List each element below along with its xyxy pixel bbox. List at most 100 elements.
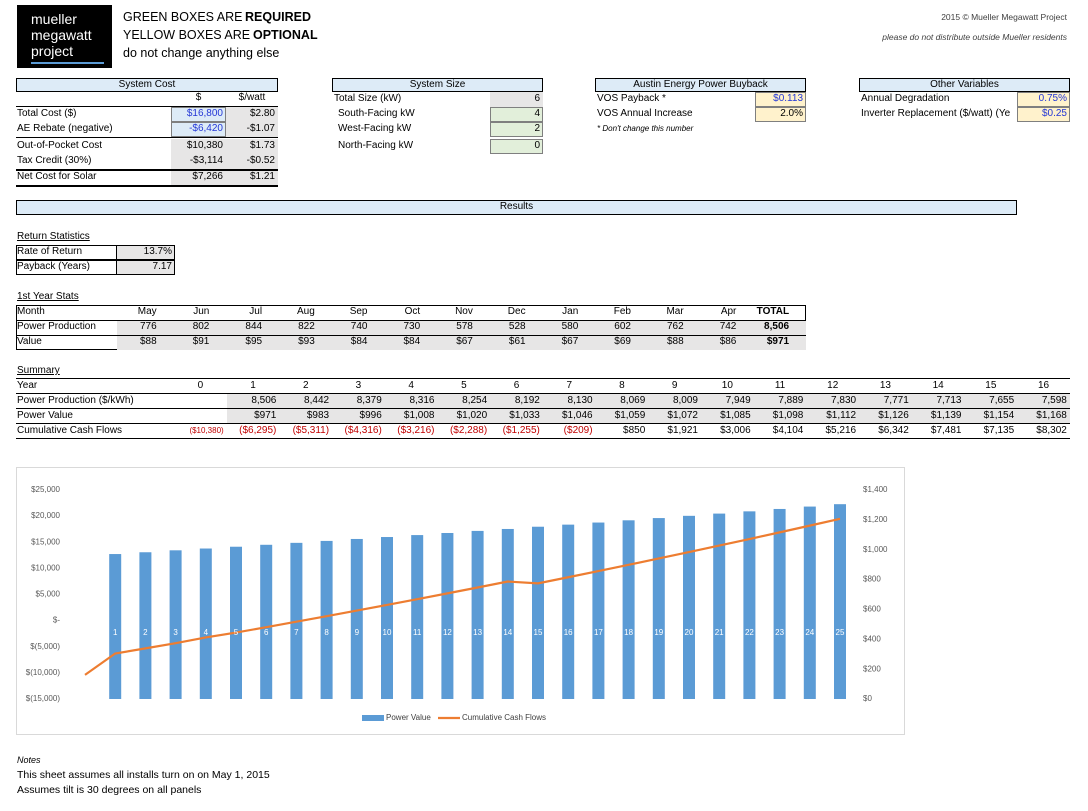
section-title: Austin Energy Power Buyback [633, 79, 768, 90]
month-value: $67 [456, 336, 473, 347]
cell-bg [171, 154, 226, 169]
rule [16, 169, 278, 171]
cell-bg [490, 122, 543, 137]
bar [683, 515, 695, 699]
buyback-value: 2.0% [780, 108, 803, 119]
year-header: 9 [671, 380, 678, 391]
row-label: VOS Payback * [597, 93, 666, 104]
year-header: 10 [721, 380, 733, 391]
cell-border [16, 245, 117, 260]
row-label: AE Rebate (negative) [17, 123, 113, 134]
cell-bg [490, 92, 543, 107]
x-tick-label: 4 [204, 628, 209, 637]
legend-label: Cumulative Cash Flows [462, 713, 546, 722]
row-label: Out-of-Pocket Cost [17, 140, 103, 151]
month-value: $91 [192, 336, 210, 347]
row-label: Power Value [17, 410, 73, 421]
size-value: 2 [534, 123, 540, 134]
summary-value: 8,316 [409, 395, 435, 406]
month-header: Jun [193, 306, 210, 317]
y-tick-label: $15,000 [31, 537, 60, 546]
cost-per-watt: $1.73 [249, 140, 275, 151]
cell-bg [1017, 92, 1070, 107]
rule [16, 106, 278, 107]
summary-value: 7,598 [1041, 395, 1067, 406]
x-tick-label: 21 [715, 628, 724, 637]
summary-value: $1,085 [720, 410, 751, 421]
variable-value: 0.75% [1038, 93, 1067, 104]
bar [501, 528, 514, 699]
summary-value: 7,830 [831, 395, 857, 406]
cell-bg [226, 139, 278, 154]
x-tick-label: 20 [685, 628, 694, 637]
summary-value: 7,949 [725, 395, 751, 406]
bar [260, 544, 273, 699]
summary-value: 7,655 [989, 395, 1015, 406]
row-label: Total Cost ($) [17, 108, 77, 119]
year-header: 5 [461, 380, 467, 391]
footnote: * Don't change this number [597, 124, 694, 133]
summary-value: $1,168 [1036, 410, 1067, 421]
year-header: 11 [774, 380, 786, 391]
month-value: $88 [667, 336, 684, 347]
summary-value: $1,072 [667, 410, 698, 421]
bar [713, 513, 726, 699]
summary-value: 8,254 [462, 395, 488, 406]
cost-value: $16,800 [186, 108, 223, 119]
year-header: 3 [355, 380, 362, 391]
y2-tick-label: $400 [863, 634, 881, 643]
summary-value: ($1,255) [502, 425, 540, 436]
bar [350, 538, 363, 699]
row-label: Rate of Return [17, 246, 83, 257]
summary-value: 8,069 [620, 395, 646, 406]
cell-bg [226, 170, 278, 185]
column-header: $/watt [238, 92, 266, 103]
bar [622, 520, 635, 699]
summary-value: $1,154 [983, 410, 1015, 421]
month-header: Sep [349, 306, 368, 317]
x-tick-label: 13 [473, 628, 482, 637]
month-value: $67 [561, 336, 579, 347]
section-label: 1st Year Stats [17, 291, 79, 302]
size-value: 4 [534, 108, 540, 119]
row-label: Payback (Years) [17, 261, 90, 272]
cell-bg [490, 107, 543, 122]
copyright: 2015 © Mueller Megawatt Project [941, 12, 1067, 22]
logo-underline [31, 62, 104, 64]
month-header: Mar [666, 306, 684, 317]
rule [16, 320, 806, 321]
results-title: Results [499, 201, 534, 212]
summary-value: ($5,311) [292, 425, 330, 436]
summary-value: ($3,216) [397, 425, 435, 436]
row-label: Value [17, 336, 42, 347]
cell-bg [171, 170, 226, 185]
month-header: Jul [249, 306, 263, 317]
month-header: Aug [296, 306, 315, 317]
y2-tick-label: $600 [863, 605, 881, 614]
month-value: $84 [403, 336, 421, 347]
summary-value: $7,135 [983, 425, 1015, 436]
year-header: 14 [932, 380, 944, 391]
x-tick-label: 6 [264, 628, 269, 637]
x-tick-label: 8 [324, 628, 329, 637]
bar [803, 506, 816, 699]
month-value: 528 [508, 321, 526, 332]
month-value: $84 [350, 336, 368, 347]
month-header: Nov [455, 306, 473, 317]
row-label: South-Facing kW [338, 108, 415, 119]
cost-value: -$3,114 [189, 155, 223, 166]
cell-bg [490, 139, 543, 154]
cell-border [16, 260, 117, 275]
row-label: Annual Degradation [861, 93, 950, 104]
section-label: Summary [17, 365, 60, 376]
logo-text: megawatt [31, 27, 92, 43]
bar [834, 504, 846, 699]
instruction: do not change anything else [123, 46, 280, 60]
x-tick-label: 7 [294, 628, 299, 637]
y-tick-label: $- [53, 616, 60, 625]
summary-value: $4,104 [772, 425, 804, 436]
rule [16, 378, 1070, 379]
x-tick-label: 10 [383, 628, 392, 637]
month-value: 822 [298, 321, 315, 332]
summary-value: 8,506 [251, 395, 277, 406]
